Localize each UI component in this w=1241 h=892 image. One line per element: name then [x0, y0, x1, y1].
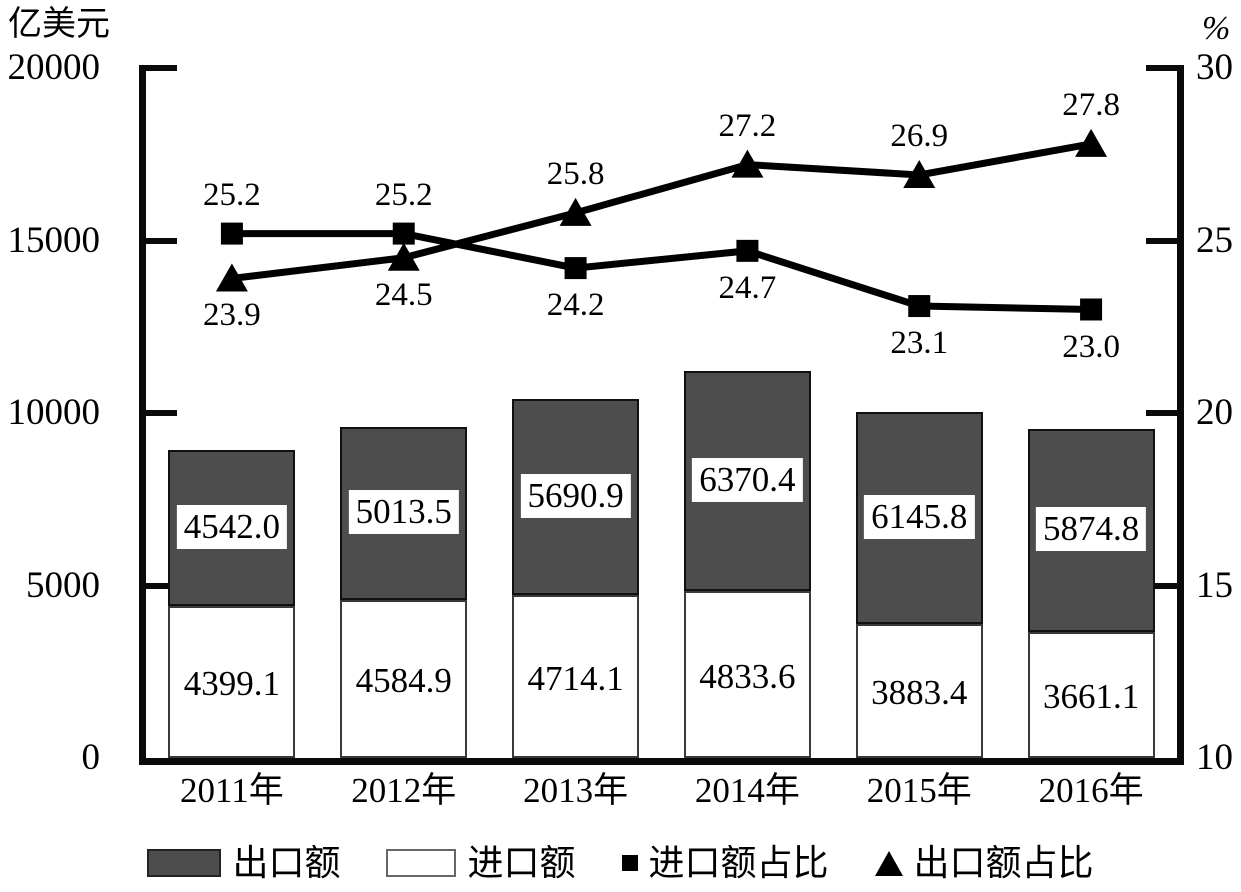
export-value-label: 6370.4 [692, 458, 803, 503]
right-axis-tick-label: 30 [1196, 47, 1233, 88]
import-value-label: 4399.1 [183, 664, 281, 704]
import-bar-segment [340, 599, 468, 758]
import-bar-segment [168, 606, 296, 758]
legend-item-triangle: 出口额占比 [874, 841, 1094, 885]
square-series-line [231, 230, 1092, 313]
export-value-label: 4542.0 [176, 504, 288, 549]
right-axis-tick-label: 20 [1196, 392, 1233, 433]
square-point-label: 23.0 [1062, 328, 1120, 365]
triangle-legend-swatch-icon [874, 850, 903, 876]
import-value-label: 4584.9 [355, 660, 452, 700]
legend-label: 进口额 [467, 843, 576, 883]
right-axis-title: % [1202, 10, 1231, 47]
right-axis-tick-label: 10 [1196, 737, 1233, 778]
square-marker-icon [220, 222, 243, 245]
triangle-point-label: 23.9 [203, 297, 261, 334]
triangle-point-label: 24.5 [374, 276, 433, 313]
triangle-marker-icon [731, 149, 764, 178]
x-axis-category-label: 2015年 [866, 771, 972, 810]
import-value-label: 4833.6 [699, 656, 796, 696]
triangle-marker-icon [1075, 128, 1108, 157]
import-bar-segment [855, 624, 983, 758]
square-marker-icon [736, 239, 759, 262]
export-value-label: 5690.9 [520, 474, 631, 519]
legend-label: 出口额 [232, 843, 341, 883]
triangle-marker-icon [215, 263, 248, 292]
square-point-label: 23.1 [890, 325, 949, 362]
square-legend-swatch-icon [621, 855, 638, 871]
square-point-label: 25.2 [203, 176, 261, 213]
left-axis-tick-label: 0 [81, 737, 101, 778]
left-axis-tick [146, 410, 177, 416]
left-axis-tick [146, 237, 177, 244]
bar-white-legend-swatch-icon [386, 849, 457, 877]
square-point-label: 24.7 [718, 269, 777, 306]
export-value-label: 6145.8 [864, 495, 975, 539]
square-marker-icon [564, 257, 587, 280]
import-value-label: 3661.1 [1042, 676, 1140, 716]
right-axis-line [1177, 65, 1184, 765]
square-marker-icon [908, 295, 931, 318]
triangle-point-label: 25.8 [546, 155, 605, 192]
triangle-marker-icon [903, 159, 936, 188]
triangle-point-label: 26.9 [890, 117, 949, 154]
triangle-marker-icon [387, 242, 420, 271]
right-axis-tick [1146, 582, 1177, 589]
x-axis-category-label: 2016年 [1038, 771, 1144, 810]
export-value-label: 5013.5 [348, 490, 459, 535]
right-axis-tick-label: 25 [1196, 219, 1233, 261]
import-value-label: 3883.4 [871, 673, 968, 712]
import-bar-segment [512, 595, 640, 758]
triangle-marker-icon [559, 197, 592, 226]
left-axis-line [139, 65, 146, 765]
x-axis-line [139, 758, 1184, 765]
export-value-label: 5874.8 [1035, 507, 1147, 552]
right-axis-tick [1146, 410, 1177, 416]
triangle-series-line [231, 140, 1092, 282]
left-axis-tick [146, 582, 177, 589]
legend-item-square: 进口额占比 [621, 841, 829, 885]
legend-label: 进口额占比 [648, 843, 829, 883]
x-axis-category-label: 2013年 [523, 771, 629, 810]
right-axis-tick [1146, 237, 1177, 244]
square-marker-icon [392, 222, 415, 245]
chart-legend: 出口额 进口额 进口额占比 出口额占比 [0, 838, 1241, 888]
import-bar-segment [683, 591, 811, 758]
bar-dark-legend-swatch-icon [147, 849, 222, 877]
square-point-label: 24.2 [546, 287, 605, 324]
right-axis-tick [1146, 65, 1177, 71]
x-axis-category-label: 2014年 [694, 771, 800, 810]
import-bar-segment [1027, 631, 1155, 758]
square-marker-icon [1080, 298, 1103, 321]
triangle-point-label: 27.2 [718, 107, 777, 144]
x-axis-category-label: 2012年 [351, 771, 457, 810]
legend-label: 出口额占比 [913, 843, 1094, 883]
left-axis-tick-label: 5000 [26, 564, 100, 606]
left-axis-tick-label: 20000 [7, 47, 101, 88]
left-axis-tick-label: 15000 [7, 219, 101, 261]
square-point-label: 25.2 [374, 176, 433, 213]
triangle-point-label: 27.8 [1062, 86, 1120, 123]
left-axis-tick [146, 65, 177, 71]
legend-item-bar-dark: 出口额 [147, 841, 340, 885]
left-axis-tick-label: 10000 [7, 392, 101, 433]
import-value-label: 4714.1 [527, 658, 624, 698]
right-axis-tick-label: 15 [1196, 564, 1233, 606]
legend-item-bar-white: 进口额 [386, 841, 576, 885]
x-axis-category-label: 2011年 [180, 771, 284, 810]
left-axis-title: 亿美元 [8, 6, 110, 43]
